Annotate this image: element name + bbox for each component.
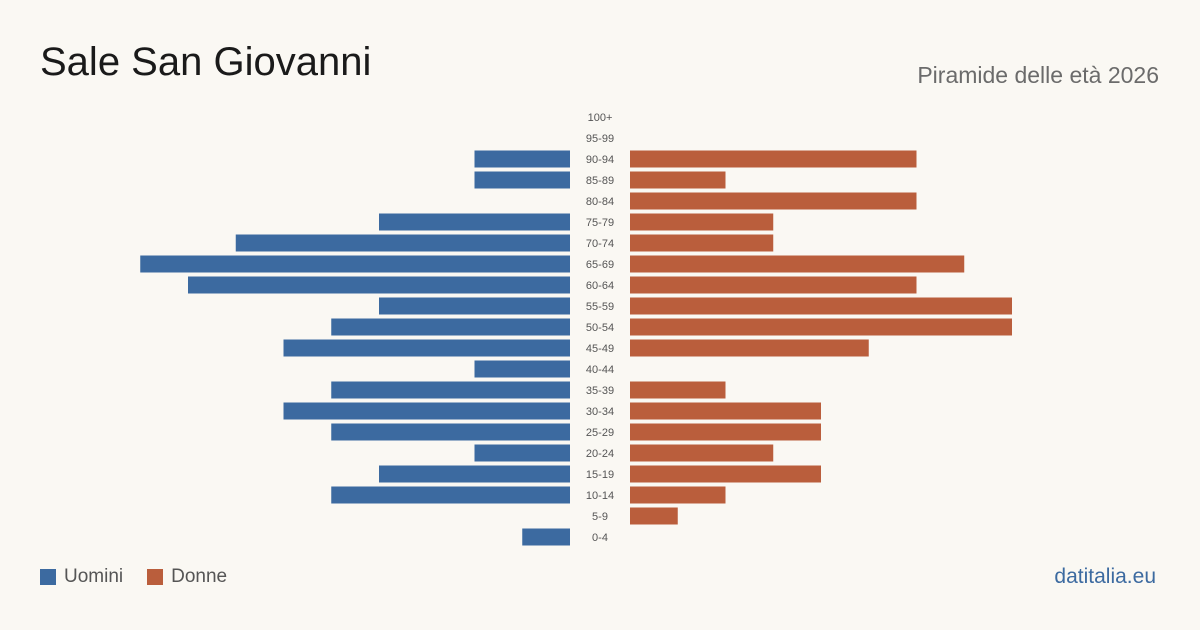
bar-female[interactable] [630, 150, 917, 168]
age-label: 65-69 [586, 259, 614, 271]
bar-male[interactable] [474, 444, 571, 462]
bar-female[interactable] [630, 444, 774, 462]
bar-male[interactable] [235, 234, 570, 252]
bar-female[interactable] [630, 171, 726, 189]
bar-male[interactable] [283, 402, 571, 420]
bar-female[interactable] [630, 318, 1012, 336]
age-label: 70-74 [586, 238, 614, 250]
age-label: 0-4 [592, 532, 608, 544]
age-label: 10-14 [586, 490, 614, 502]
chart-legend: Uomini Donne [40, 566, 251, 588]
bar-male[interactable] [474, 171, 571, 189]
legend-label-female: Donne [171, 566, 228, 587]
age-label: 95-99 [586, 133, 614, 145]
age-label: 60-64 [586, 280, 614, 292]
age-label: 15-19 [586, 469, 614, 481]
age-label: 30-34 [586, 406, 614, 418]
age-label: 40-44 [586, 364, 614, 376]
age-label: 100+ [588, 112, 613, 124]
legend-swatch-female [147, 569, 164, 585]
chart-subtitle: Piramide delle età 2026 [917, 62, 1159, 88]
bar-female[interactable] [630, 423, 821, 441]
legend-label-male: Uomini [64, 566, 124, 587]
bar-female[interactable] [630, 402, 821, 420]
legend-item-male[interactable]: Uomini [40, 566, 123, 588]
bar-male[interactable] [379, 465, 570, 483]
bar-male[interactable] [331, 381, 570, 399]
bar-male[interactable] [140, 255, 570, 273]
age-label: 85-89 [586, 175, 614, 187]
bar-female[interactable] [630, 339, 869, 357]
bar-female[interactable] [630, 192, 917, 210]
bar-female[interactable] [630, 297, 1012, 315]
bar-male[interactable] [379, 297, 570, 315]
age-label: 50-54 [586, 322, 614, 334]
bar-male[interactable] [331, 423, 570, 441]
bar-female[interactable] [630, 213, 774, 231]
bar-male[interactable] [474, 150, 571, 168]
bar-female[interactable] [630, 465, 821, 483]
age-label: 55-59 [586, 301, 614, 313]
age-label: 90-94 [586, 154, 614, 166]
bar-female[interactable] [630, 255, 965, 273]
bar-male[interactable] [331, 318, 570, 336]
legend-swatch-male [40, 569, 56, 585]
bar-female[interactable] [630, 234, 774, 252]
age-label: 20-24 [586, 448, 614, 460]
brand-link[interactable]: datitalia.eu [1054, 565, 1156, 588]
bar-male[interactable] [474, 360, 571, 378]
legend-item-female[interactable]: Donne [147, 566, 227, 588]
age-label: 35-39 [586, 385, 614, 397]
bar-male[interactable] [283, 339, 571, 357]
bar-female[interactable] [630, 276, 917, 294]
age-label: 75-79 [586, 217, 614, 229]
age-label: 5-9 [592, 511, 608, 523]
bar-male[interactable] [522, 528, 570, 546]
bar-female[interactable] [630, 507, 678, 525]
age-label: 80-84 [586, 196, 614, 208]
bar-male[interactable] [379, 213, 570, 231]
age-label: 25-29 [586, 427, 614, 439]
bar-male[interactable] [331, 486, 570, 504]
bar-female[interactable] [630, 381, 726, 399]
bar-male[interactable] [188, 276, 570, 294]
page-title: Sale San Giovanni [40, 40, 372, 84]
age-label: 45-49 [586, 343, 614, 355]
bar-female[interactable] [630, 486, 726, 504]
